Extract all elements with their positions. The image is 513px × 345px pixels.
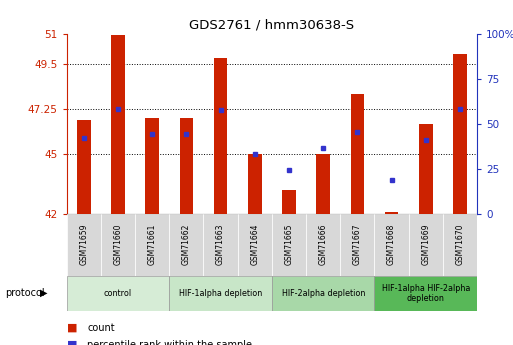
Text: GSM71663: GSM71663 xyxy=(216,223,225,265)
Bar xyxy=(248,154,262,214)
Bar xyxy=(77,120,91,214)
Text: ■: ■ xyxy=(67,323,77,333)
Bar xyxy=(282,190,296,214)
Text: ■: ■ xyxy=(67,340,77,345)
Bar xyxy=(272,276,374,310)
Bar xyxy=(180,118,193,214)
Text: GSM71665: GSM71665 xyxy=(285,223,293,265)
Text: GSM71669: GSM71669 xyxy=(421,223,430,265)
Text: HIF-2alpha depletion: HIF-2alpha depletion xyxy=(282,289,365,298)
Text: GSM71670: GSM71670 xyxy=(456,223,464,265)
Bar xyxy=(350,94,364,214)
Bar xyxy=(101,214,135,276)
Title: GDS2761 / hmm30638-S: GDS2761 / hmm30638-S xyxy=(189,19,354,32)
Text: GSM71662: GSM71662 xyxy=(182,223,191,265)
Bar xyxy=(135,214,169,276)
Bar xyxy=(67,214,101,276)
Text: ▶: ▶ xyxy=(40,288,47,298)
Bar xyxy=(67,276,169,310)
Bar xyxy=(238,214,272,276)
Bar xyxy=(169,276,272,310)
Text: HIF-1alpha HIF-2alpha
depletion: HIF-1alpha HIF-2alpha depletion xyxy=(382,284,470,303)
Bar xyxy=(272,214,306,276)
Bar xyxy=(111,34,125,214)
Text: GSM71661: GSM71661 xyxy=(148,223,156,265)
Bar xyxy=(204,214,238,276)
Text: GSM71666: GSM71666 xyxy=(319,223,328,265)
Bar xyxy=(443,214,477,276)
Bar xyxy=(409,214,443,276)
Text: GSM71667: GSM71667 xyxy=(353,223,362,265)
Text: GSM71668: GSM71668 xyxy=(387,223,396,265)
Bar xyxy=(169,214,204,276)
Bar xyxy=(374,276,477,310)
Bar xyxy=(340,214,374,276)
Bar xyxy=(453,55,467,214)
Text: GSM71660: GSM71660 xyxy=(113,223,123,265)
Bar xyxy=(317,154,330,214)
Text: GSM71659: GSM71659 xyxy=(80,223,88,265)
Bar xyxy=(385,212,399,214)
Bar xyxy=(306,214,340,276)
Text: count: count xyxy=(87,323,115,333)
Text: percentile rank within the sample: percentile rank within the sample xyxy=(87,340,252,345)
Bar xyxy=(214,58,227,214)
Bar xyxy=(374,214,409,276)
Text: protocol: protocol xyxy=(5,288,45,298)
Text: HIF-1alpha depletion: HIF-1alpha depletion xyxy=(179,289,262,298)
Bar xyxy=(145,118,159,214)
Bar xyxy=(419,124,432,214)
Text: GSM71664: GSM71664 xyxy=(250,223,259,265)
Text: control: control xyxy=(104,289,132,298)
